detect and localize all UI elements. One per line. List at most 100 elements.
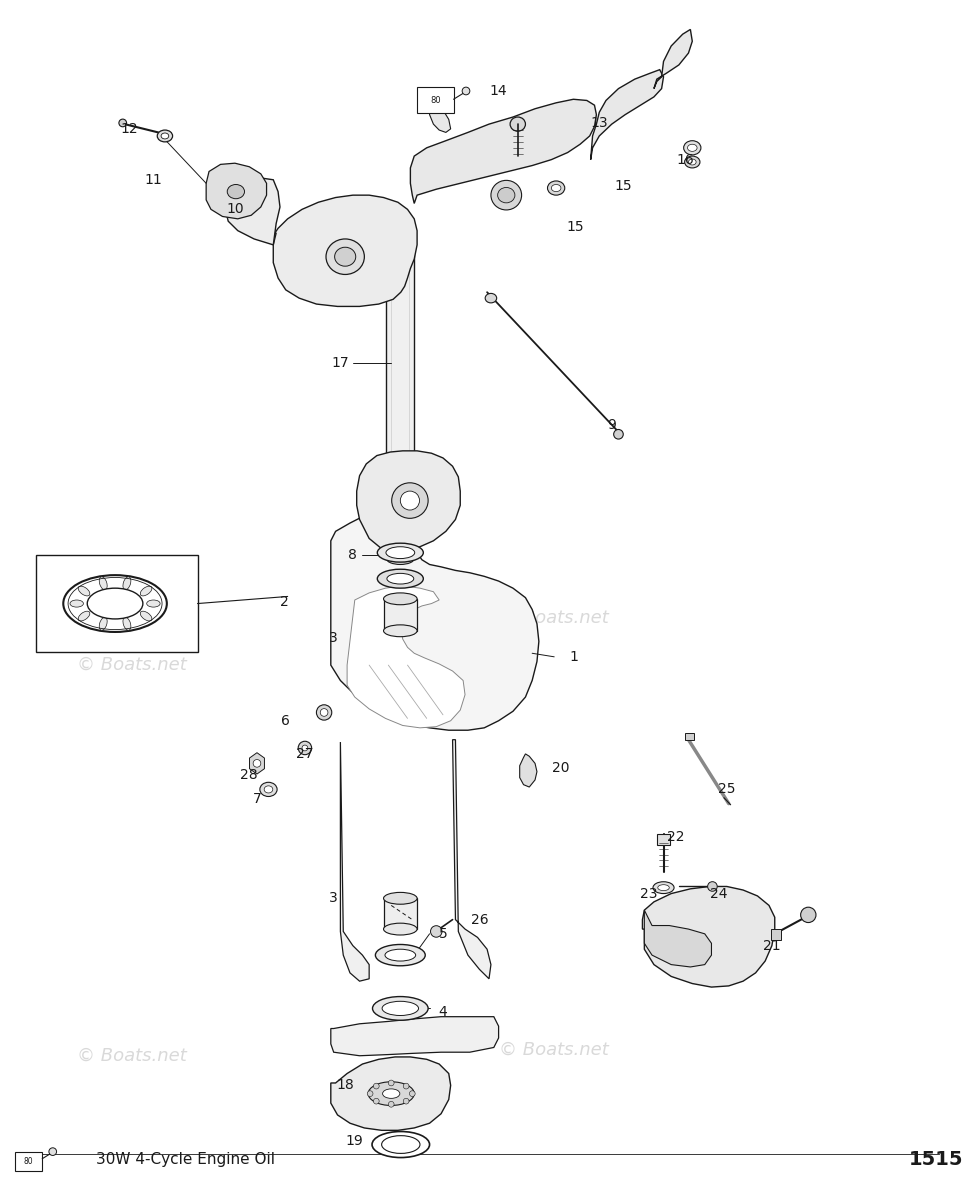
Ellipse shape [547, 181, 565, 196]
Ellipse shape [658, 884, 670, 890]
Text: 3: 3 [330, 892, 338, 905]
Ellipse shape [375, 944, 425, 966]
Circle shape [431, 925, 442, 937]
Text: 15: 15 [567, 220, 584, 234]
Ellipse shape [387, 574, 414, 584]
Ellipse shape [147, 600, 160, 607]
Ellipse shape [400, 491, 420, 510]
Polygon shape [340, 742, 369, 982]
Text: 22: 22 [667, 829, 684, 844]
Ellipse shape [140, 586, 152, 596]
Circle shape [373, 1098, 379, 1104]
Ellipse shape [326, 239, 364, 275]
Ellipse shape [384, 625, 417, 637]
Text: 14: 14 [490, 84, 507, 98]
Circle shape [403, 1098, 409, 1104]
Ellipse shape [387, 553, 414, 564]
Circle shape [708, 882, 717, 892]
Text: 18: 18 [336, 1079, 354, 1092]
Ellipse shape [383, 1088, 399, 1098]
Ellipse shape [386, 547, 415, 558]
Bar [36, 556, 197, 652]
Bar [387, 245, 414, 558]
Ellipse shape [227, 185, 245, 199]
Text: 25: 25 [718, 782, 736, 797]
Ellipse shape [385, 949, 416, 961]
Polygon shape [453, 739, 491, 979]
Ellipse shape [122, 617, 131, 630]
Ellipse shape [78, 586, 89, 596]
Ellipse shape [372, 996, 428, 1020]
Ellipse shape [382, 1135, 420, 1153]
Text: © Boats.net: © Boats.net [77, 656, 187, 674]
Bar [771, 929, 781, 940]
Circle shape [119, 119, 126, 127]
Ellipse shape [140, 611, 152, 620]
Text: 17: 17 [331, 356, 349, 371]
Text: 6: 6 [281, 714, 291, 727]
Text: 1: 1 [569, 650, 577, 664]
Polygon shape [330, 1057, 451, 1130]
Polygon shape [427, 96, 451, 132]
Bar [417, 88, 454, 114]
Circle shape [49, 1147, 56, 1156]
Text: 12: 12 [121, 122, 138, 136]
Ellipse shape [384, 893, 417, 905]
Polygon shape [206, 163, 266, 218]
Text: 8: 8 [348, 548, 358, 562]
Ellipse shape [157, 130, 173, 142]
Bar [384, 899, 417, 929]
Ellipse shape [683, 140, 701, 155]
Text: 19: 19 [346, 1134, 364, 1148]
Polygon shape [250, 752, 264, 774]
Polygon shape [410, 100, 597, 204]
Ellipse shape [387, 239, 414, 251]
Text: 28: 28 [240, 768, 259, 782]
Text: 1515: 1515 [909, 1151, 963, 1170]
Polygon shape [347, 586, 465, 728]
Polygon shape [330, 1016, 499, 1056]
Ellipse shape [260, 782, 277, 797]
Ellipse shape [87, 588, 143, 619]
Ellipse shape [334, 247, 356, 266]
Text: 20: 20 [552, 761, 570, 775]
Circle shape [409, 1091, 415, 1097]
Ellipse shape [264, 786, 273, 793]
Circle shape [320, 709, 328, 716]
Ellipse shape [485, 294, 497, 302]
Bar [657, 834, 671, 845]
Text: 15: 15 [614, 179, 632, 193]
Circle shape [317, 704, 331, 720]
Circle shape [462, 88, 469, 95]
Ellipse shape [653, 882, 674, 894]
Ellipse shape [377, 544, 424, 562]
Circle shape [389, 1080, 394, 1086]
Ellipse shape [99, 577, 107, 589]
Ellipse shape [687, 144, 697, 151]
Text: 9: 9 [608, 418, 616, 432]
Text: 21: 21 [763, 938, 781, 953]
Text: 3: 3 [330, 631, 338, 644]
Text: 80: 80 [430, 96, 440, 104]
Ellipse shape [161, 133, 169, 139]
Ellipse shape [684, 156, 700, 168]
Circle shape [373, 1084, 379, 1088]
Circle shape [302, 745, 308, 751]
Text: 27: 27 [296, 746, 314, 761]
Circle shape [801, 907, 816, 923]
Bar [684, 732, 694, 739]
Ellipse shape [122, 577, 131, 589]
Ellipse shape [377, 569, 424, 588]
Polygon shape [654, 30, 692, 89]
Text: © Boats.net: © Boats.net [77, 1046, 187, 1064]
Polygon shape [520, 754, 537, 787]
Circle shape [298, 742, 312, 755]
Text: 11: 11 [145, 173, 162, 187]
Text: 13: 13 [590, 116, 608, 130]
Text: 16: 16 [677, 152, 694, 167]
Ellipse shape [382, 1001, 419, 1015]
Circle shape [367, 1091, 373, 1097]
Ellipse shape [78, 611, 89, 620]
Ellipse shape [384, 593, 417, 605]
Circle shape [613, 430, 623, 439]
